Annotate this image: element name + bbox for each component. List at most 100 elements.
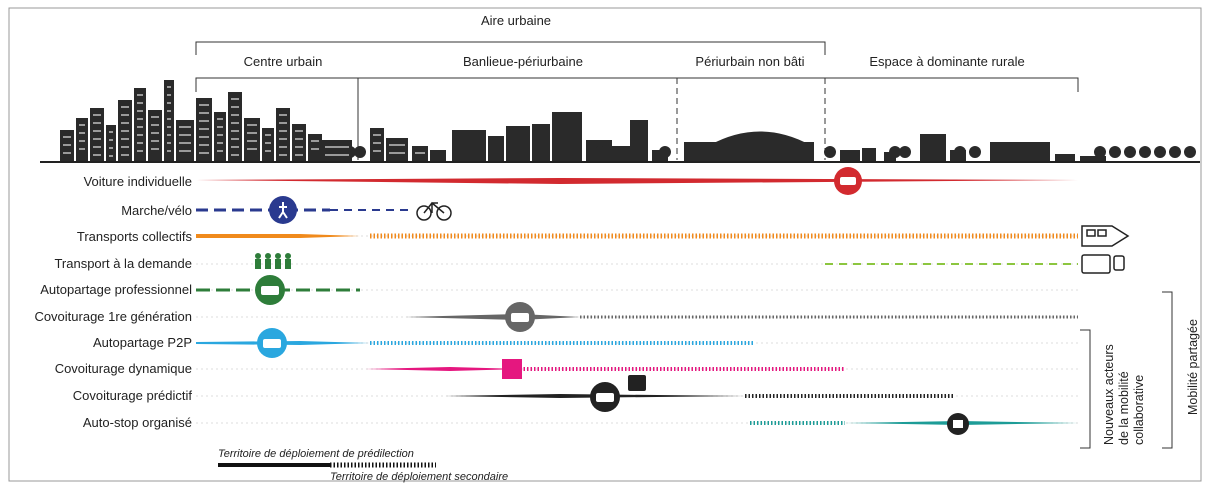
window xyxy=(137,102,143,104)
window xyxy=(265,134,271,136)
window xyxy=(217,150,223,152)
building xyxy=(214,112,226,162)
window xyxy=(295,154,303,156)
legend-secondary-label: Territoire de déploiement secondaire xyxy=(330,471,508,483)
label-auto-stop: Auto-stop organisé xyxy=(83,415,192,430)
window xyxy=(199,104,209,106)
window xyxy=(247,132,257,134)
window xyxy=(295,138,303,140)
window xyxy=(167,86,171,88)
map-icon xyxy=(502,359,522,379)
bracket-nouveaux xyxy=(1080,329,1091,449)
window xyxy=(265,150,271,152)
window xyxy=(231,138,239,140)
window xyxy=(167,126,171,128)
window xyxy=(93,114,101,116)
window xyxy=(247,140,257,142)
window xyxy=(151,116,159,118)
window xyxy=(231,114,239,116)
bicycle-icon xyxy=(416,201,452,221)
window xyxy=(311,140,319,142)
window xyxy=(279,154,287,156)
window xyxy=(373,150,381,152)
zone-bracket xyxy=(195,77,1079,92)
label-marche-velo: Marche/vélo xyxy=(121,203,192,218)
tree xyxy=(969,146,981,158)
window xyxy=(325,154,349,156)
window xyxy=(265,142,271,144)
band-voiture xyxy=(196,178,1078,184)
window xyxy=(137,142,143,144)
building xyxy=(386,138,408,162)
window xyxy=(151,140,159,142)
tree xyxy=(1169,146,1181,158)
window xyxy=(137,94,143,96)
aire-urbaine-bracket xyxy=(195,41,826,55)
window xyxy=(121,106,129,108)
building xyxy=(276,108,290,162)
label-transports-collectifs: Transports collectifs xyxy=(77,229,193,244)
window xyxy=(247,124,257,126)
building xyxy=(262,128,274,162)
window xyxy=(295,146,303,148)
zone-rural: Espace à dominante rurale xyxy=(869,54,1024,69)
window xyxy=(231,130,239,132)
label-covoiturage-1re: Covoiturage 1re génération xyxy=(34,309,192,324)
label-autopartage-pro: Autopartage professionnel xyxy=(40,282,192,297)
window xyxy=(109,139,113,141)
window xyxy=(231,98,239,100)
tree xyxy=(889,146,901,158)
tree xyxy=(1094,146,1106,158)
window xyxy=(151,124,159,126)
tree xyxy=(954,146,966,158)
window xyxy=(167,102,171,104)
label-autopartage-p2p: Autopartage P2P xyxy=(93,335,192,350)
window xyxy=(199,152,209,154)
building xyxy=(430,150,446,162)
building xyxy=(552,112,582,162)
window xyxy=(199,120,209,122)
window xyxy=(279,122,287,124)
window xyxy=(109,155,113,157)
building xyxy=(862,148,876,162)
calendar-icon xyxy=(628,375,646,391)
window xyxy=(231,154,239,156)
window xyxy=(231,146,239,148)
window xyxy=(79,132,85,134)
train-icon xyxy=(1081,225,1130,247)
tree xyxy=(899,146,911,158)
people-icon xyxy=(255,253,291,269)
window xyxy=(121,114,129,116)
window xyxy=(325,146,349,148)
building xyxy=(322,140,352,162)
tree xyxy=(824,146,836,158)
label-mobilite-partagee: Mobilité partagée xyxy=(1186,319,1200,415)
building xyxy=(612,146,634,162)
window xyxy=(167,110,171,112)
window xyxy=(109,147,113,149)
window xyxy=(389,152,405,154)
tree xyxy=(1184,146,1196,158)
window xyxy=(199,136,209,138)
tree xyxy=(659,146,671,158)
window xyxy=(63,152,71,154)
building xyxy=(1055,154,1075,162)
band-covoiturage-1re xyxy=(405,314,580,320)
window xyxy=(137,110,143,112)
window xyxy=(109,131,113,133)
window xyxy=(279,130,287,132)
window xyxy=(121,130,129,132)
building xyxy=(684,142,814,162)
window xyxy=(231,122,239,124)
building xyxy=(228,92,242,162)
zone-periurbain: Périurbain non bâti xyxy=(695,54,804,69)
window xyxy=(199,144,209,146)
window xyxy=(279,138,287,140)
building xyxy=(164,80,174,162)
window xyxy=(137,150,143,152)
window xyxy=(137,126,143,128)
window xyxy=(179,126,191,128)
hill xyxy=(710,131,810,145)
tree xyxy=(354,146,366,158)
window xyxy=(79,148,85,150)
